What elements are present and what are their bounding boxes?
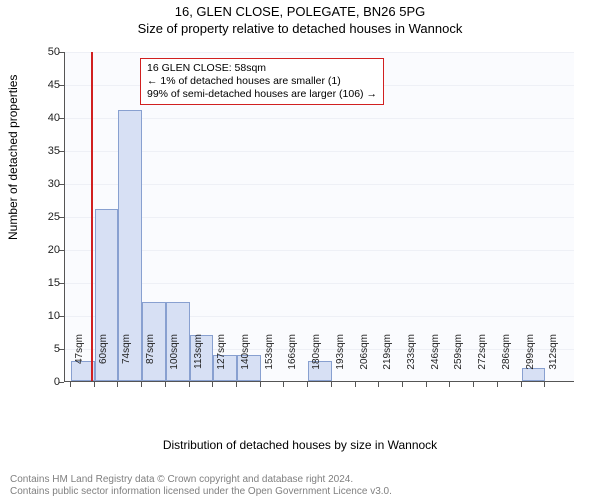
x-tick-label: 100sqm xyxy=(169,334,180,384)
x-tick xyxy=(449,382,450,387)
callout-line: 16 GLEN CLOSE: 58sqm xyxy=(147,62,377,75)
y-tick-label: 10 xyxy=(38,310,60,322)
x-tick-label: 140sqm xyxy=(240,334,251,384)
x-tick xyxy=(236,382,237,387)
x-axis-label: Distribution of detached houses by size … xyxy=(0,438,600,452)
x-tick xyxy=(331,382,332,387)
y-axis-label: Number of detached properties xyxy=(6,75,20,240)
footer-line-1: Contains HM Land Registry data © Crown c… xyxy=(10,474,590,486)
x-tick xyxy=(402,382,403,387)
x-tick xyxy=(355,382,356,387)
x-tick-label: 206sqm xyxy=(359,334,370,384)
x-tick xyxy=(212,382,213,387)
x-tick-label: 127sqm xyxy=(216,334,227,384)
x-tick xyxy=(260,382,261,387)
x-tick xyxy=(117,382,118,387)
x-tick xyxy=(378,382,379,387)
x-tick-label: 299sqm xyxy=(525,334,536,384)
x-tick-label: 166sqm xyxy=(287,334,298,384)
y-tick-label: 20 xyxy=(38,244,60,256)
y-tick-label: 25 xyxy=(38,211,60,223)
x-tick-label: 180sqm xyxy=(311,334,322,384)
x-tick xyxy=(544,382,545,387)
x-tick xyxy=(94,382,95,387)
x-tick-label: 233sqm xyxy=(406,334,417,384)
y-tick-label: 40 xyxy=(38,112,60,124)
y-tick-label: 15 xyxy=(38,277,60,289)
x-tick-label: 60sqm xyxy=(98,334,109,384)
x-tick-label: 246sqm xyxy=(430,334,441,384)
x-tick-label: 219sqm xyxy=(382,334,393,384)
y-tick-label: 50 xyxy=(38,46,60,58)
page-subtitle: Size of property relative to detached ho… xyxy=(0,19,600,36)
y-tick-label: 30 xyxy=(38,178,60,190)
y-tick-label: 5 xyxy=(38,343,60,355)
x-tick xyxy=(141,382,142,387)
x-tick xyxy=(521,382,522,387)
x-tick-label: 272sqm xyxy=(477,334,488,384)
x-tick xyxy=(70,382,71,387)
x-tick-label: 259sqm xyxy=(453,334,464,384)
x-tick xyxy=(473,382,474,387)
x-tick xyxy=(426,382,427,387)
callout-line: ← 1% of detached houses are smaller (1) xyxy=(147,75,377,88)
y-tick-label: 0 xyxy=(38,376,60,388)
x-tick-label: 193sqm xyxy=(335,334,346,384)
x-tick-label: 153sqm xyxy=(264,334,275,384)
footer-line-2: Contains public sector information licen… xyxy=(10,486,590,498)
x-tick-label: 312sqm xyxy=(548,334,559,384)
reference-line xyxy=(91,52,93,381)
page-title-address: 16, GLEN CLOSE, POLEGATE, BN26 5PG xyxy=(0,0,600,19)
x-tick xyxy=(189,382,190,387)
gridline xyxy=(65,52,574,53)
x-tick-label: 87sqm xyxy=(145,334,156,384)
x-tick xyxy=(497,382,498,387)
x-tick-label: 286sqm xyxy=(501,334,512,384)
callout-box: 16 GLEN CLOSE: 58sqm← 1% of detached hou… xyxy=(140,58,384,105)
footer-attribution: Contains HM Land Registry data © Crown c… xyxy=(0,474,600,498)
x-tick-label: 74sqm xyxy=(121,334,132,384)
x-tick xyxy=(165,382,166,387)
y-tick-label: 35 xyxy=(38,145,60,157)
chart-container: 0 5 10 15 20 25 30 35 40 45 50 47sqm 60sqm 74sqm 87sqm… xyxy=(40,44,580,424)
x-tick xyxy=(307,382,308,387)
x-tick-label: 113sqm xyxy=(193,334,204,384)
y-tick-label: 45 xyxy=(38,79,60,91)
x-tick-label: 47sqm xyxy=(74,334,85,384)
x-tick xyxy=(283,382,284,387)
callout-line: 99% of semi-detached houses are larger (… xyxy=(147,88,377,101)
